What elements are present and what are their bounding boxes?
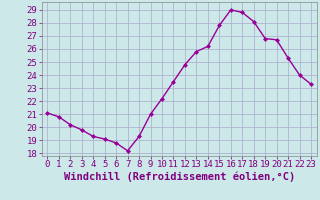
X-axis label: Windchill (Refroidissement éolien,°C): Windchill (Refroidissement éolien,°C) [64, 172, 295, 182]
